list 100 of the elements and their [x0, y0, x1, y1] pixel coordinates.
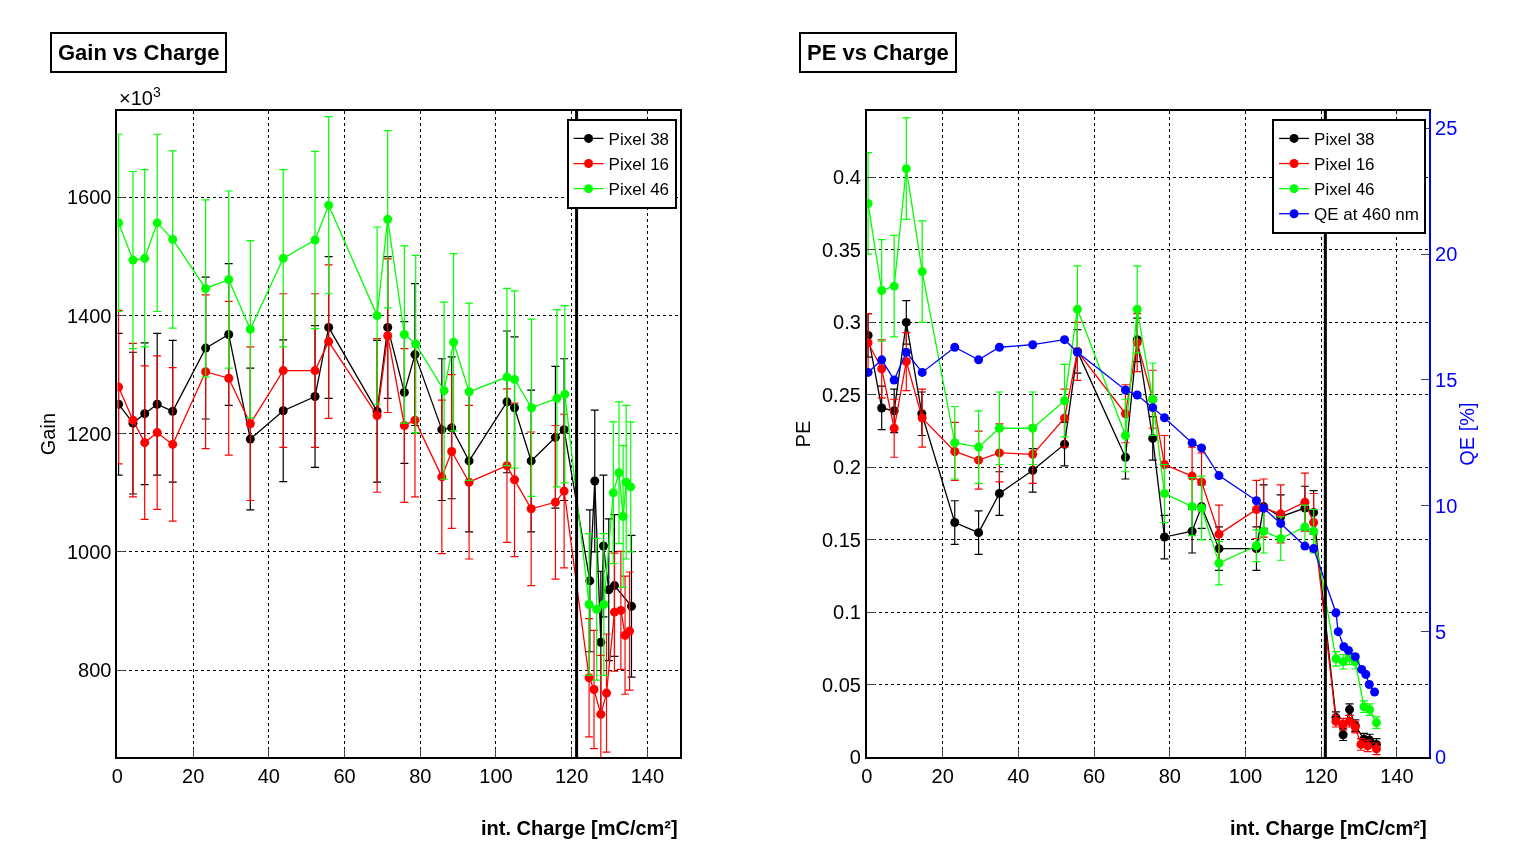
y2-tick-label: 0 — [1435, 746, 1447, 769]
point — [140, 438, 150, 448]
point — [1120, 431, 1130, 441]
y-tick-label: 0.35 — [822, 238, 861, 261]
point — [168, 234, 178, 244]
point — [1214, 529, 1224, 539]
x-tick-label: 100 — [479, 765, 513, 788]
point — [1159, 489, 1169, 499]
point — [383, 331, 393, 341]
point — [877, 285, 887, 295]
point — [278, 366, 288, 376]
point — [614, 468, 624, 478]
point — [224, 275, 234, 285]
point — [550, 497, 560, 507]
point — [917, 367, 927, 377]
x-axis-title: int. Charge [mC/cm²] — [481, 817, 678, 839]
legend-label: Pixel 16 — [608, 155, 670, 175]
point — [1338, 657, 1348, 667]
point — [1309, 526, 1319, 536]
point — [324, 337, 334, 347]
y2-tick-label: 25 — [1435, 117, 1458, 140]
point — [128, 255, 138, 265]
y-tick-label: 0.3 — [833, 311, 861, 334]
x-tick-label: 120 — [554, 765, 589, 788]
y-tick-label: 1000 — [66, 540, 112, 563]
y-tick-label: 800 — [78, 659, 112, 682]
point — [950, 518, 960, 528]
chart-title: Gain vs Charge — [58, 40, 220, 65]
point — [1370, 687, 1380, 697]
point — [439, 386, 449, 396]
point — [399, 330, 409, 340]
point — [1361, 669, 1371, 679]
y-tick-label: 0.4 — [833, 166, 861, 189]
y-tick-label: 0.15 — [822, 528, 861, 551]
y2-axis-title: QE [%] — [1456, 402, 1479, 466]
point — [1187, 502, 1197, 512]
x-tick-label: 20 — [931, 765, 954, 788]
y-tick-label: 1400 — [66, 304, 112, 327]
point — [372, 311, 382, 321]
point — [245, 419, 255, 429]
x-tick-label: 100 — [1228, 765, 1263, 788]
point — [152, 428, 162, 438]
point — [559, 486, 569, 496]
point — [372, 410, 382, 420]
point — [917, 267, 927, 277]
point — [245, 324, 255, 334]
y-axis-title: Gain — [36, 412, 59, 456]
point — [1132, 304, 1142, 314]
point — [152, 218, 162, 228]
point — [310, 366, 320, 376]
point — [1120, 385, 1130, 395]
x-tick-label: 80 — [409, 765, 432, 788]
point — [974, 528, 984, 538]
point — [877, 403, 887, 413]
y-tick-label: 0 — [849, 746, 861, 769]
point — [411, 339, 421, 349]
x-tick-label: 120 — [1304, 765, 1338, 788]
point — [1159, 532, 1169, 542]
point — [626, 482, 636, 492]
point — [590, 476, 600, 486]
point — [889, 423, 899, 433]
point — [974, 355, 984, 365]
point — [526, 504, 536, 514]
point — [1276, 533, 1286, 543]
point — [527, 403, 537, 413]
point — [383, 214, 393, 224]
x-tick-label: 80 — [1158, 765, 1181, 788]
point — [950, 342, 960, 352]
point — [1331, 608, 1341, 618]
point — [599, 599, 609, 609]
point — [1197, 443, 1207, 453]
point — [140, 253, 150, 263]
point — [901, 357, 911, 367]
legend-label: QE at 460 nm — [1314, 205, 1419, 225]
y-tick-label: 0.1 — [833, 601, 861, 624]
point — [917, 413, 927, 423]
y-tick-label: 0.05 — [822, 673, 861, 696]
x-axis-title: int. Charge [mC/cm²] — [1230, 817, 1427, 839]
x-tick-label: 60 — [333, 765, 356, 788]
y-tick-label: 1600 — [66, 186, 112, 209]
point — [584, 599, 594, 609]
point — [1028, 423, 1038, 433]
point — [1364, 679, 1374, 689]
x-tick-label: 60 — [1082, 765, 1106, 788]
point — [1300, 522, 1310, 532]
point — [901, 164, 911, 174]
point — [602, 688, 612, 698]
y-axis-title: PE — [792, 420, 814, 448]
y-tick-label: 0.25 — [822, 383, 861, 406]
point — [1214, 558, 1224, 568]
point — [877, 355, 887, 365]
point — [1333, 627, 1343, 637]
point — [1028, 340, 1038, 350]
x-tick-label: 40 — [1007, 765, 1030, 788]
point — [510, 475, 520, 485]
point — [1350, 652, 1360, 662]
point — [592, 604, 602, 614]
point — [889, 281, 899, 291]
point — [1159, 413, 1169, 423]
point — [1300, 541, 1310, 551]
